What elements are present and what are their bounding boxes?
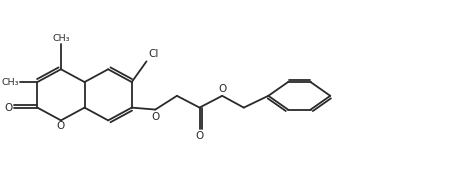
- Text: CH₃: CH₃: [1, 78, 19, 87]
- Text: Cl: Cl: [148, 49, 159, 60]
- Text: CH₃: CH₃: [52, 34, 70, 43]
- Text: O: O: [218, 84, 226, 94]
- Text: O: O: [57, 121, 65, 131]
- Text: O: O: [195, 131, 204, 141]
- Text: O: O: [5, 103, 13, 113]
- Text: O: O: [151, 112, 160, 122]
